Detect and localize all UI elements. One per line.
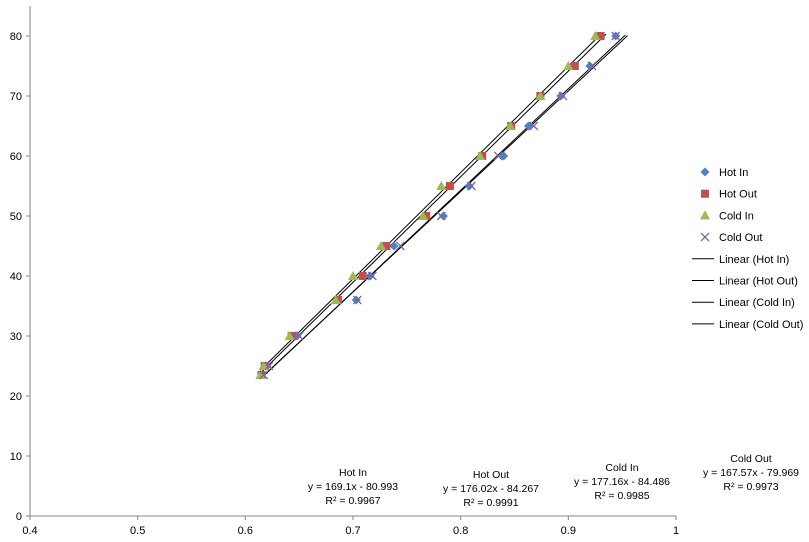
y-tick-label: 0 (16, 511, 22, 523)
data-point (464, 181, 474, 191)
data-point (466, 181, 476, 191)
equation-formula: y = 169.1x - 80.993 (308, 481, 398, 493)
data-point (264, 361, 274, 371)
x-tick-label: 0.4 (22, 525, 37, 537)
legend-label: Linear (Cold Out) (719, 319, 803, 331)
x-tick-label: 0.8 (453, 525, 468, 537)
x-tick-label: 0.9 (561, 525, 576, 537)
data-point (284, 331, 295, 340)
data-point (259, 370, 269, 380)
legend: Hot In Hot Out Cold In Cold Out Linear (Hot … (692, 167, 803, 331)
y-tick-label: 50 (10, 211, 22, 223)
data-point (367, 271, 377, 281)
data-point (558, 91, 568, 101)
data-point (395, 241, 405, 251)
data-point (436, 181, 447, 190)
data-point (556, 91, 566, 101)
data-point (475, 151, 486, 160)
equation-formula: y = 176.02x - 84.267 (443, 483, 539, 495)
data-point (382, 242, 391, 250)
equation-r2: R² = 0.9991 (463, 497, 518, 509)
data-point (445, 182, 454, 190)
y-tick-label: 30 (10, 331, 22, 343)
equation-title: Hot In (339, 467, 367, 479)
data-point (436, 211, 446, 221)
legend-label: Hot Out (719, 189, 757, 201)
equation-r2: R² = 0.9973 (723, 481, 778, 493)
y-tick-label: 70 (10, 91, 22, 103)
y-tick-label: 60 (10, 151, 22, 163)
data-markers (255, 31, 621, 380)
data-point (294, 331, 304, 341)
data-point (535, 91, 546, 100)
trendline (260, 33, 607, 374)
trendline (260, 36, 599, 371)
equation-formula: y = 167.57x - 79.969 (703, 467, 799, 479)
legend-marker (700, 210, 710, 220)
x-tick-label: 0.5 (130, 525, 145, 537)
equation-formula: y = 177.16x - 84.486 (574, 476, 670, 488)
data-point (351, 295, 361, 305)
data-point (611, 31, 621, 41)
legend-label: Linear (Cold In) (719, 297, 795, 309)
data-point (596, 32, 605, 40)
y-tick-label: 40 (10, 271, 22, 283)
data-point (563, 61, 574, 70)
data-point (570, 62, 579, 70)
legend-marker (701, 189, 709, 198)
data-point (587, 61, 597, 71)
x-tick-label: 0.6 (238, 525, 253, 537)
data-point (417, 211, 428, 220)
data-point (255, 370, 266, 379)
data-point (258, 361, 269, 370)
data-point (358, 272, 367, 280)
data-point (422, 212, 431, 220)
data-point (529, 121, 539, 131)
data-point (375, 241, 386, 250)
data-point (590, 31, 601, 40)
x-tick-label: 1 (673, 525, 679, 537)
legend-label: Cold In (719, 210, 754, 222)
legend-label: Linear (Hot Out) (719, 276, 798, 288)
trendline-equations: Hot In y = 169.1x - 80.993 R² = 0.9967 Hot … (308, 453, 799, 509)
data-point (585, 61, 595, 71)
legend-marker (700, 167, 710, 177)
data-point (365, 271, 375, 281)
data-point (352, 295, 362, 305)
legend-label: Cold Out (719, 232, 762, 244)
trendline (263, 35, 628, 376)
y-tick-label: 10 (10, 451, 22, 463)
equation-title: Cold In (605, 462, 638, 474)
y-tick-label: 20 (10, 391, 22, 403)
data-point (330, 295, 341, 304)
data-point (505, 121, 516, 130)
data-point (348, 271, 358, 280)
data-point (438, 211, 448, 221)
equation-r2: R² = 0.9985 (594, 490, 649, 502)
equation-title: Cold Out (730, 453, 772, 465)
legend-label: Hot In (719, 167, 748, 179)
legend-marker (700, 232, 710, 242)
axes: 0 10 20 30 40 50 60 70 80 0.4 0.5 0.6 0.7 0.8 0.9 1 (10, 6, 679, 537)
legend-label: Linear (Hot In) (719, 254, 789, 266)
data-point (389, 241, 399, 251)
equation-title: Hot Out (473, 469, 509, 481)
data-point (493, 151, 503, 161)
x-tick-label: 0.7 (345, 525, 360, 537)
equation-r2: R² = 0.9967 (325, 495, 380, 507)
y-tick-label: 80 (10, 31, 22, 43)
trendlines (260, 33, 628, 377)
